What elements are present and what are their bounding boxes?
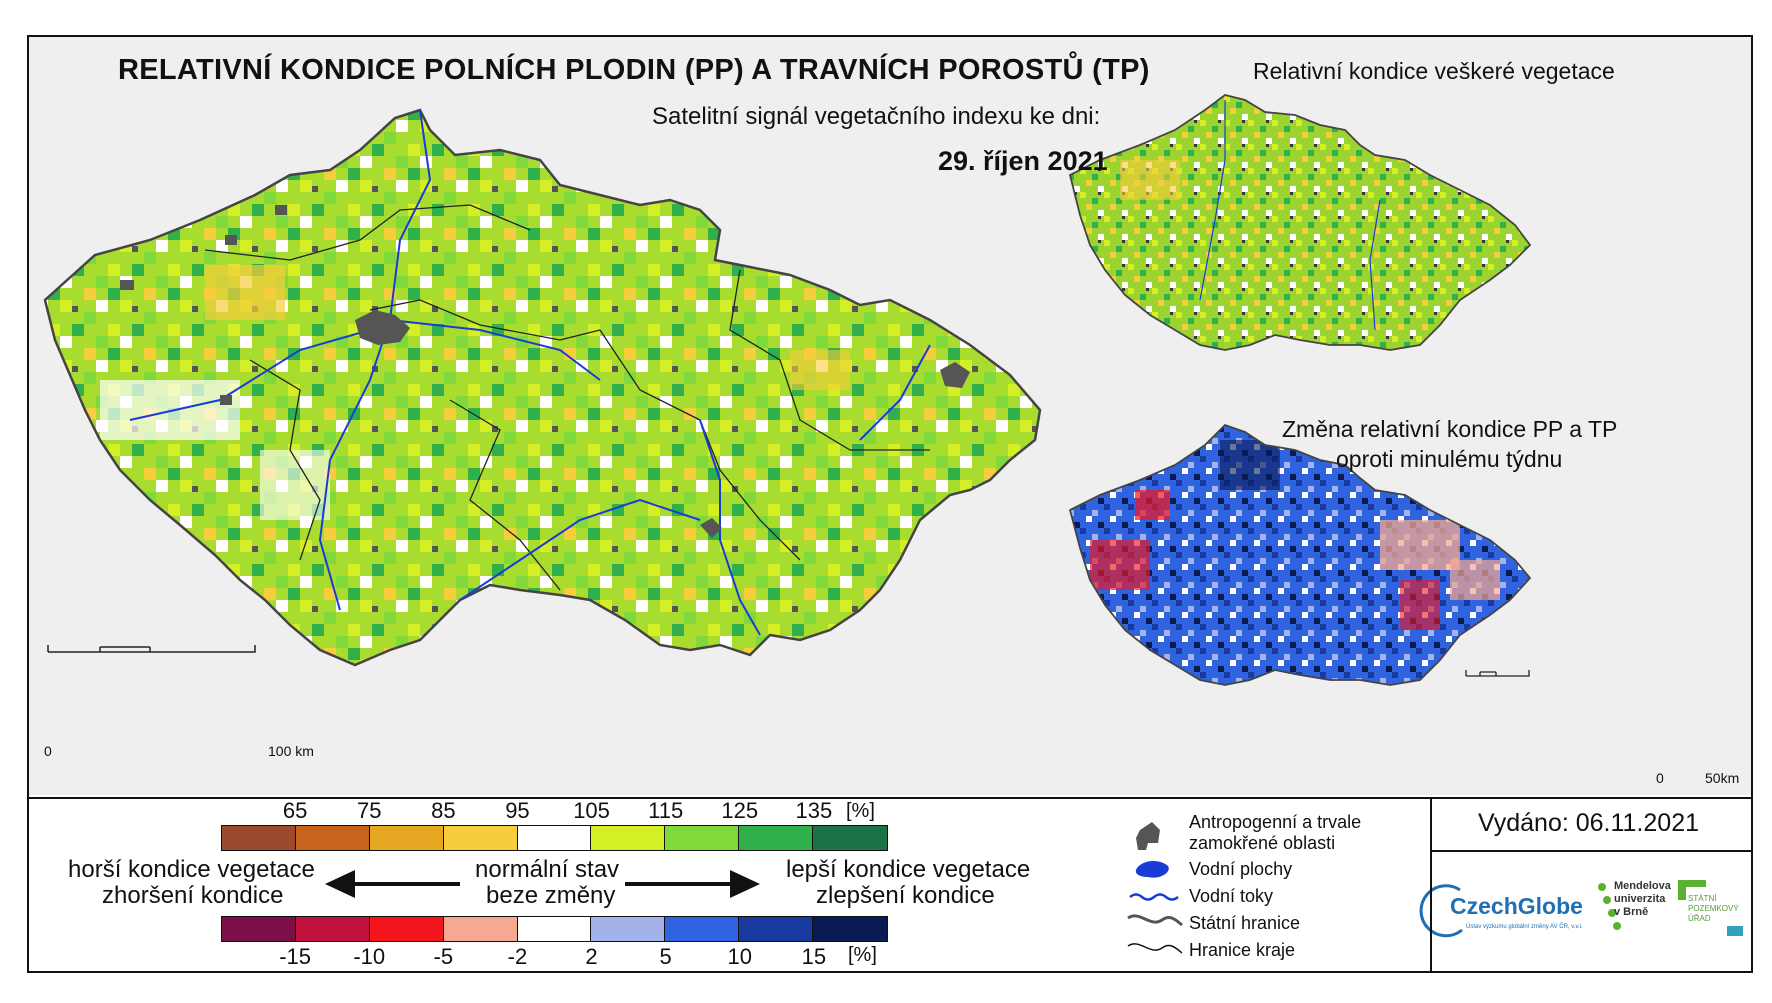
inset-change-title-line2: oproti minulému týdnu bbox=[1336, 446, 1563, 472]
czechglobe-logo-mark bbox=[1419, 884, 1463, 938]
change-ramp-tick: 2 bbox=[585, 944, 598, 969]
rivers-label: Vodní toky bbox=[1189, 886, 1274, 906]
change-ramp-class-6 bbox=[591, 917, 666, 941]
spu-logo-line2: POZEMKOVÝ bbox=[1688, 904, 1739, 913]
inset-vegetation-rivers bbox=[1199, 100, 1381, 331]
change-ramp-tick: 15 bbox=[801, 944, 827, 969]
state-border-label: Státní hranice bbox=[1189, 913, 1301, 933]
condition-ramp-tick: 105 bbox=[573, 798, 610, 823]
spu-logo-line3: ÚŘAD bbox=[1688, 914, 1711, 923]
change-ramp-tick: -10 bbox=[353, 944, 386, 969]
condition-ramp-unit: [%] bbox=[846, 800, 875, 822]
condition-ramp-tick: 65 bbox=[282, 798, 308, 823]
mendel-logo-line1: Mendelova bbox=[1614, 880, 1671, 892]
no-change-label: beze změny bbox=[486, 882, 616, 909]
condition-ramp-class-6 bbox=[591, 826, 666, 850]
river-icon bbox=[1129, 893, 1179, 901]
inset-vegetation-border bbox=[1068, 94, 1532, 351]
condition-ramp-class-3 bbox=[369, 826, 444, 850]
state-border-icon bbox=[1127, 914, 1183, 927]
data-date: 29. říjen 2021 bbox=[938, 146, 1108, 176]
main-state-border bbox=[43, 108, 1042, 667]
water-body-icon bbox=[1135, 861, 1169, 878]
mendel-logo-line3: v Brně bbox=[1614, 906, 1649, 918]
mendel-logo-line2: univerzita bbox=[1614, 893, 1666, 905]
main-condition-raster bbox=[45, 110, 1040, 665]
legend-arrows bbox=[325, 870, 760, 898]
condition-ramp-class-2 bbox=[295, 826, 370, 850]
worse-condition-label: horší kondice vegetace bbox=[68, 856, 315, 883]
czechglobe-logo: CzechGlobe bbox=[1450, 893, 1583, 919]
inset-change-border bbox=[1068, 423, 1532, 686]
issued-date: Vydáno: 06.11.2021 bbox=[1478, 809, 1700, 837]
inset-scalebar bbox=[1465, 670, 1530, 677]
page-title: RELATIVNÍ KONDICE POLNÍCH PLODIN (PP) A … bbox=[118, 54, 1150, 86]
condition-ramp-class-5 bbox=[517, 826, 592, 850]
change-ramp-class-4 bbox=[443, 917, 518, 941]
main-anthropogenic-areas bbox=[120, 205, 970, 538]
change-ramp-tick: -15 bbox=[279, 944, 312, 969]
anthropogenic-label-line2: zamokřené oblasti bbox=[1189, 833, 1336, 853]
czechglobe-logo-subtitle: Ústav výzkumu globální změny AV ČR, v.v.… bbox=[1466, 924, 1583, 930]
improvement-label: zlepšení kondice bbox=[816, 882, 995, 909]
issued-box-divider bbox=[1430, 797, 1432, 973]
condition-ramp-tick: 115 bbox=[648, 798, 684, 823]
condition-ramp-class-1 bbox=[222, 826, 296, 850]
mendel-logo-dots bbox=[1598, 883, 1621, 930]
inset-change-title-line1: Změna relativní kondice PP a TP bbox=[1282, 416, 1618, 442]
main-scale-end: 100 km bbox=[268, 743, 314, 759]
anthropogenic-icon bbox=[1136, 822, 1160, 850]
region-border-icon bbox=[1127, 943, 1183, 954]
change-ramp-tick: 10 bbox=[727, 944, 753, 969]
condition-ramp-tick: 135 bbox=[795, 798, 833, 823]
condition-ramp-class-4 bbox=[443, 826, 518, 850]
inset-scale-start: 0 bbox=[1656, 770, 1664, 786]
better-condition-label: lepší kondice vegetace bbox=[786, 856, 1031, 883]
change-ramp-tick: -5 bbox=[433, 944, 454, 969]
condition-ramp-tick: 125 bbox=[721, 798, 759, 823]
spu-logo: STÁTNÍ POZEMKOVÝ ÚŘAD bbox=[1688, 894, 1739, 924]
spu-logo-line1: STÁTNÍ bbox=[1688, 894, 1717, 903]
change-ramp-tick: -2 bbox=[507, 944, 528, 969]
inset-scale-end: 50km bbox=[1705, 770, 1740, 786]
change-ramp-class-3 bbox=[369, 917, 444, 941]
subtitle: Satelitní signál vegetačního indexu ke d… bbox=[652, 103, 1101, 130]
change-ramp-class-2 bbox=[295, 917, 370, 941]
figure-frame bbox=[27, 35, 1753, 973]
mendel-university-logo: Mendelova univerzita v Brně bbox=[1614, 880, 1671, 919]
main-region-borders bbox=[204, 204, 930, 591]
change-ramp-tick: 5 bbox=[659, 944, 672, 969]
condition-color-ramp bbox=[221, 825, 888, 851]
anthropogenic-label-line1: Antropogenní a trvale bbox=[1189, 812, 1362, 832]
condition-ramp-tick: 75 bbox=[356, 798, 382, 823]
change-ramp-class-8 bbox=[739, 917, 814, 941]
water-bodies-label: Vodní plochy bbox=[1189, 859, 1293, 879]
change-ramp-unit: [%] bbox=[848, 944, 877, 966]
inset-vegetation-raster bbox=[1070, 95, 1530, 350]
change-color-ramp bbox=[221, 916, 888, 942]
normal-state-label: normální stav bbox=[475, 856, 620, 883]
condition-ramp-class-8 bbox=[739, 826, 814, 850]
main-scale-start: 0 bbox=[44, 743, 52, 759]
change-ramp-class-9 bbox=[813, 917, 888, 941]
change-ramp-class-5 bbox=[517, 917, 592, 941]
change-ramp-class-1 bbox=[222, 917, 296, 941]
main-rivers bbox=[129, 109, 931, 636]
condition-ramp-tick: 85 bbox=[431, 798, 456, 823]
condition-ramp-class-9 bbox=[813, 826, 888, 850]
change-ramp-class-7 bbox=[665, 917, 740, 941]
main-scalebar bbox=[47, 645, 256, 653]
inset-vegetation-title: Relativní kondice veškeré vegetace bbox=[1253, 58, 1615, 84]
condition-ramp-class-7 bbox=[665, 826, 740, 850]
issued-box-separator bbox=[1430, 850, 1751, 852]
worsening-label: zhoršení kondice bbox=[102, 882, 284, 909]
condition-ramp-tick: 95 bbox=[505, 798, 530, 823]
spu-logo-mark bbox=[1678, 880, 1743, 936]
region-border-label: Hranice kraje bbox=[1189, 940, 1296, 960]
